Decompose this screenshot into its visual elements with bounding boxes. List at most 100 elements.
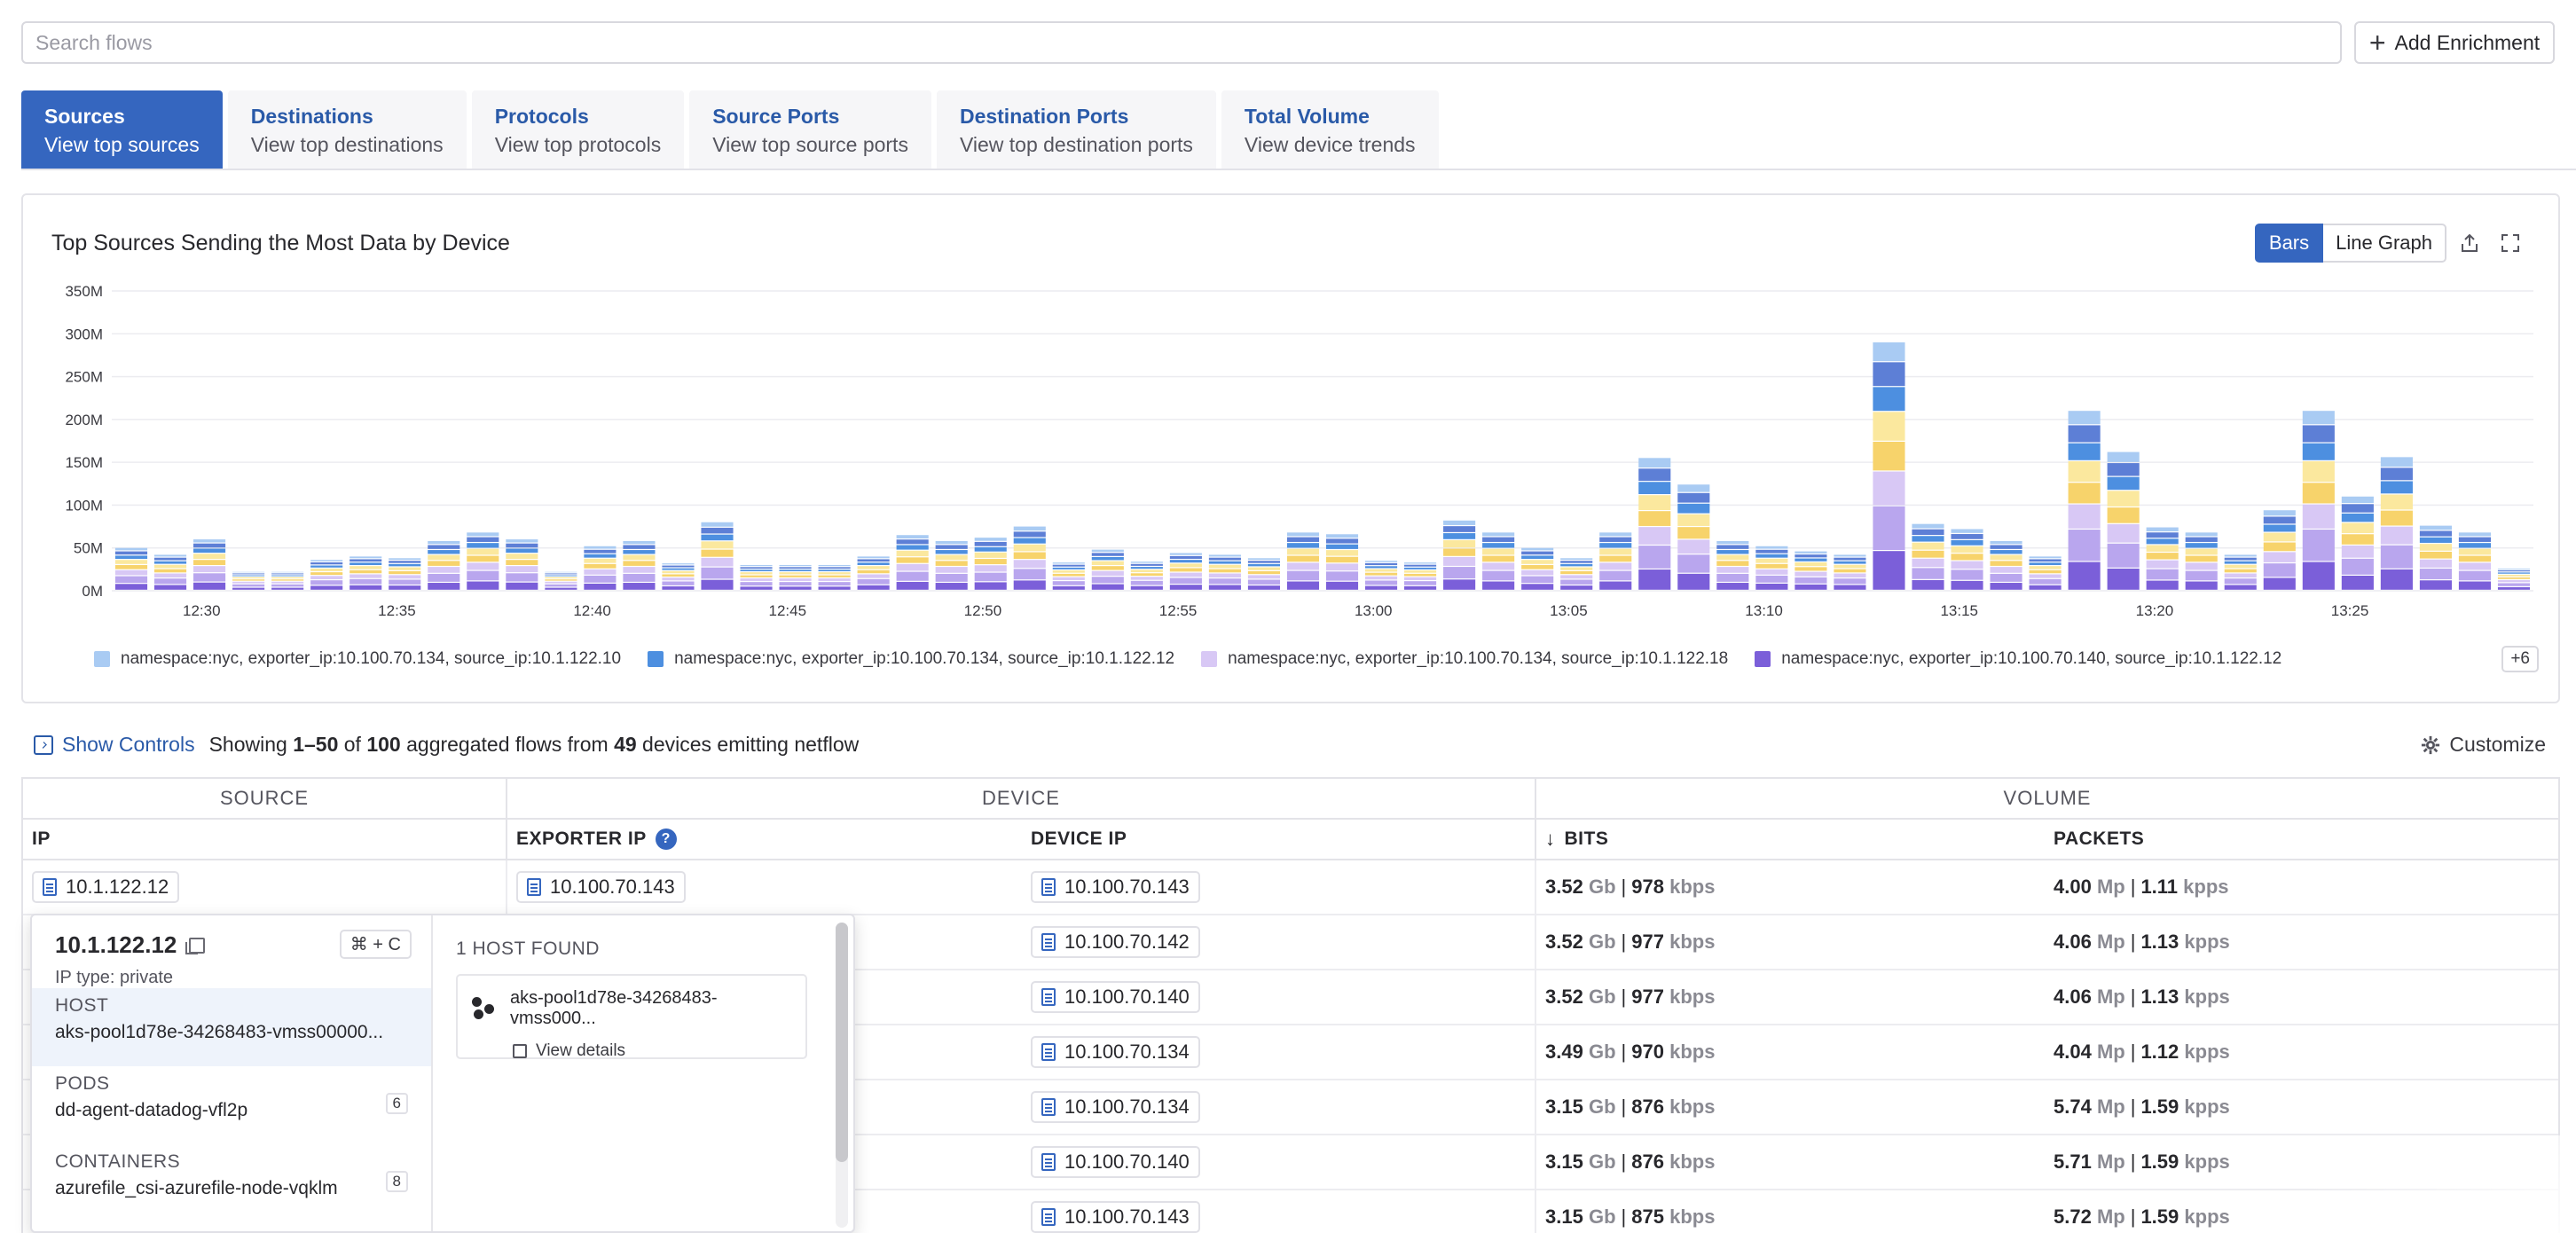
bar-segment[interactable] bbox=[2341, 558, 2374, 575]
bar-segment[interactable] bbox=[779, 572, 812, 575]
bar-segment[interactable] bbox=[1599, 532, 1632, 537]
bar-segment[interactable] bbox=[740, 578, 773, 581]
bar-segment[interactable] bbox=[1716, 583, 1749, 590]
bar-segment[interactable] bbox=[1482, 537, 1515, 542]
bar-segment[interactable] bbox=[935, 561, 968, 566]
bar-segment[interactable] bbox=[1169, 572, 1202, 577]
bar-segment[interactable] bbox=[506, 573, 538, 582]
bar-segment[interactable] bbox=[2302, 504, 2335, 529]
bar-segment[interactable] bbox=[1013, 531, 1046, 538]
bar-segment[interactable] bbox=[2224, 564, 2257, 569]
customize-button[interactable]: Customize bbox=[2421, 733, 2546, 757]
bar-segment[interactable] bbox=[623, 550, 656, 554]
bar-segment[interactable] bbox=[857, 569, 890, 574]
bar-segment[interactable] bbox=[1755, 575, 1788, 583]
bar-segment[interactable] bbox=[974, 572, 1007, 582]
popover-item-containers[interactable]: CONTAINERS azurefile_csi-azurefile-node-… bbox=[32, 1144, 431, 1222]
bar-segment[interactable] bbox=[506, 560, 538, 565]
bar-segment[interactable] bbox=[389, 579, 421, 585]
bar-segment[interactable] bbox=[271, 571, 304, 573]
tab-destinations[interactable]: Destinations View top destinations bbox=[227, 90, 467, 169]
bar-segment[interactable] bbox=[2107, 523, 2140, 543]
bar-segment[interactable] bbox=[974, 541, 1007, 546]
bar-segment[interactable] bbox=[428, 573, 460, 582]
bar-segment[interactable] bbox=[935, 554, 968, 561]
bar-segment[interactable] bbox=[1286, 548, 1320, 555]
bars-button[interactable]: Bars bbox=[2254, 224, 2324, 263]
bar-segment[interactable] bbox=[1834, 585, 1866, 590]
bar-segment[interactable] bbox=[857, 578, 890, 585]
bar-segment[interactable] bbox=[623, 583, 656, 590]
bar-segment[interactable] bbox=[818, 572, 851, 575]
bar-segment[interactable] bbox=[2380, 467, 2413, 481]
bar-segment[interactable] bbox=[2107, 507, 2140, 523]
bar-segment[interactable] bbox=[857, 559, 890, 562]
bar-segment[interactable] bbox=[2458, 537, 2492, 542]
bar-segment[interactable] bbox=[1638, 495, 1671, 510]
tab-sources[interactable]: Sources View top sources bbox=[21, 90, 223, 169]
bar-segment[interactable] bbox=[1677, 539, 1710, 554]
bar-segment[interactable] bbox=[114, 547, 148, 551]
bar-segment[interactable] bbox=[153, 564, 187, 569]
bar-segment[interactable] bbox=[2497, 579, 2531, 583]
bar-segment[interactable] bbox=[153, 554, 187, 557]
bar-segment[interactable] bbox=[896, 581, 929, 590]
bar-segment[interactable] bbox=[1169, 577, 1202, 585]
column-device-ip[interactable]: DEVICE IP bbox=[1022, 820, 1536, 859]
legend-item[interactable]: namespace:nyc, exporter_ip:10.100.70.140… bbox=[1755, 649, 2281, 669]
bar-segment[interactable] bbox=[428, 567, 460, 573]
bar-segment[interactable] bbox=[2380, 526, 2413, 545]
bar-segment[interactable] bbox=[349, 566, 382, 569]
bar-segment[interactable] bbox=[896, 550, 929, 557]
bar-segment[interactable] bbox=[1325, 534, 1359, 538]
bar-segment[interactable] bbox=[623, 567, 656, 573]
bar-segment[interactable] bbox=[623, 573, 656, 582]
bar-segment[interactable] bbox=[701, 522, 734, 527]
bar-segment[interactable] bbox=[2341, 576, 2374, 590]
bar-segment[interactable] bbox=[1795, 584, 1827, 590]
bar-segment[interactable] bbox=[701, 557, 734, 567]
bar-segment[interactable] bbox=[349, 559, 382, 562]
bar-segment[interactable] bbox=[740, 572, 773, 575]
bar-segment[interactable] bbox=[114, 551, 148, 555]
bar-segment[interactable] bbox=[1716, 550, 1749, 554]
bar-segment[interactable] bbox=[545, 571, 577, 573]
bar-segment[interactable] bbox=[2302, 530, 2335, 562]
bar-segment[interactable] bbox=[2146, 532, 2179, 538]
bar-segment[interactable] bbox=[1560, 567, 1593, 570]
bar-segment[interactable] bbox=[1990, 540, 2022, 545]
bar-segment[interactable] bbox=[2380, 545, 2413, 569]
bar-segment[interactable] bbox=[193, 548, 226, 554]
bar-segment[interactable] bbox=[662, 574, 695, 577]
bar-segment[interactable] bbox=[310, 568, 343, 571]
bar-segment[interactable] bbox=[1208, 554, 1241, 557]
bar-segment[interactable] bbox=[310, 565, 343, 568]
add-enrichment-button[interactable]: + Add Enrichment bbox=[2354, 21, 2555, 64]
bar-segment[interactable] bbox=[1130, 563, 1163, 566]
bar-segment[interactable] bbox=[1208, 564, 1241, 569]
bar-segment[interactable] bbox=[2497, 583, 2531, 586]
bar-segment[interactable] bbox=[584, 563, 617, 569]
bar-segment[interactable] bbox=[896, 563, 929, 571]
column-ip[interactable]: IP bbox=[23, 820, 507, 859]
bar-segment[interactable] bbox=[701, 534, 734, 541]
bar-segment[interactable] bbox=[1834, 557, 1866, 561]
bar-segment[interactable] bbox=[584, 549, 617, 554]
bar-segment[interactable] bbox=[1951, 569, 1983, 580]
bar-segment[interactable] bbox=[2146, 580, 2179, 590]
bar-segment[interactable] bbox=[2497, 569, 2531, 572]
bar-segment[interactable] bbox=[2263, 563, 2296, 577]
bar-segment[interactable] bbox=[1873, 551, 1905, 590]
bar-segment[interactable] bbox=[896, 545, 929, 550]
popover-item-host[interactable]: HOST aks-pool1d78e-34268483-vmss00000... bbox=[32, 988, 431, 1066]
bar-segment[interactable] bbox=[857, 562, 890, 565]
bar-segment[interactable] bbox=[2419, 544, 2452, 551]
bar-segment[interactable] bbox=[779, 582, 812, 586]
bar-segment[interactable] bbox=[1443, 567, 1476, 579]
bar-segment[interactable] bbox=[271, 581, 304, 584]
bar-segment[interactable] bbox=[1404, 567, 1437, 569]
bar-segment[interactable] bbox=[1130, 573, 1163, 577]
bar-segment[interactable] bbox=[2263, 524, 2296, 532]
bar-segment[interactable] bbox=[1013, 569, 1046, 580]
bar-segment[interactable] bbox=[1873, 362, 1905, 387]
